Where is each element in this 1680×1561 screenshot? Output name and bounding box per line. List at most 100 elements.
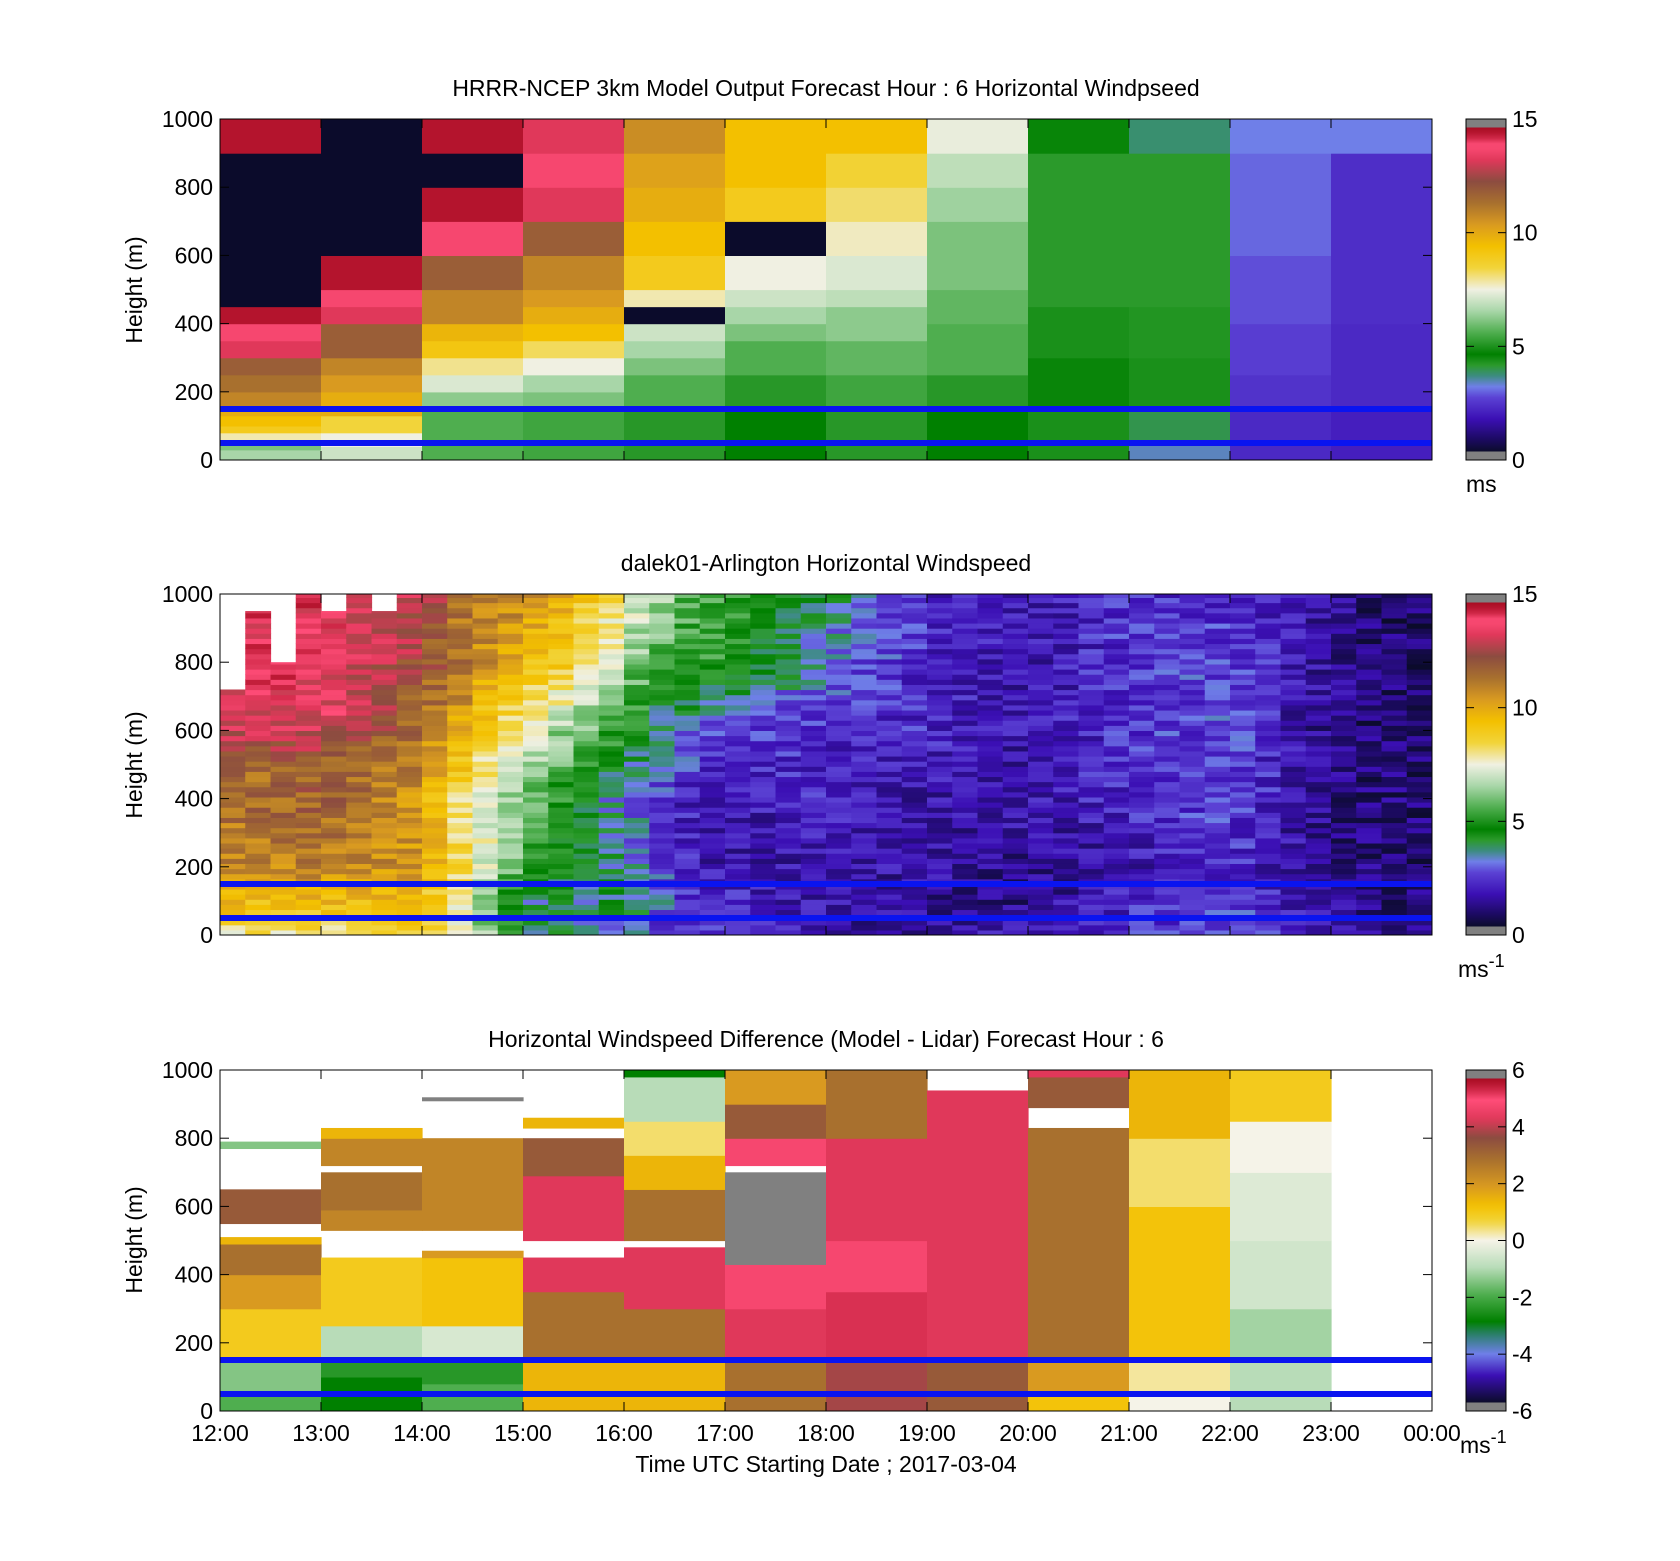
heatmap-cell [699, 720, 726, 726]
heatmap-cell [1406, 842, 1432, 849]
heatmap-cell [927, 617, 953, 624]
heatmap-cell [725, 827, 751, 834]
heatmap-cell [371, 807, 398, 813]
heatmap-cell [1230, 817, 1256, 824]
heatmap-cell [1053, 730, 1080, 737]
heatmap-cell [977, 730, 1004, 737]
heatmap-cell [371, 888, 398, 895]
heatmap-cell [1331, 842, 1357, 849]
heatmap-cell [851, 837, 878, 844]
heatmap-cell [497, 766, 524, 772]
heatmap-cell [775, 929, 802, 935]
heatmap-cell [775, 633, 802, 639]
heatmap-cell [725, 720, 751, 726]
heatmap-cell [851, 904, 878, 911]
heatmap-cell [245, 909, 272, 916]
heatmap-cell [220, 709, 246, 716]
heatmap-cell [977, 674, 1004, 680]
heatmap-cell [1331, 894, 1357, 900]
heatmap-cell [699, 715, 726, 721]
heatmap-cell [1103, 622, 1130, 629]
heatmap-cell [1154, 597, 1181, 604]
heatmap-cell [1103, 720, 1130, 726]
heatmap-cell [573, 648, 600, 655]
heatmap-cell [1331, 709, 1357, 716]
heatmap-cell [270, 689, 297, 696]
heatmap-cell [321, 802, 347, 808]
heatmap-cell [800, 594, 827, 599]
heatmap-cell [1406, 888, 1432, 895]
heatmap-cell [1331, 929, 1357, 935]
heatmap-cell [1179, 761, 1206, 767]
heatmap-cell [1028, 909, 1054, 916]
heatmap-cell [422, 817, 448, 824]
heatmap-cell [1103, 689, 1130, 696]
heatmap-cell [1154, 720, 1181, 726]
heatmap-cell [800, 597, 827, 604]
heatmap-cell [523, 848, 549, 854]
heatmap-cell [371, 904, 398, 911]
heatmap-cell [548, 684, 575, 691]
heatmap-cell [674, 597, 701, 604]
heatmap-cell [1129, 766, 1155, 772]
heatmap-cell [977, 848, 1004, 854]
heatmap-cell [649, 909, 676, 916]
heatmap-cell [1331, 904, 1357, 911]
heatmap-cell [927, 663, 953, 670]
heatmap-cell [472, 853, 499, 859]
heatmap-cell [472, 597, 499, 604]
heatmap-cell [649, 679, 676, 685]
heatmap-cell [1154, 663, 1181, 670]
heatmap-cell [346, 735, 373, 742]
heatmap-cell [295, 622, 322, 629]
heatmap-cell [548, 607, 575, 614]
heatmap-cell [750, 853, 777, 859]
heatmap-cell [573, 597, 600, 604]
heatmap-cell [1103, 633, 1130, 639]
heatmap-cell [725, 894, 751, 900]
heatmap-cell [699, 776, 726, 783]
heatmap-cell [447, 781, 474, 788]
heatmap-cell [1204, 827, 1231, 834]
heatmap-cell [927, 720, 953, 726]
heatmap-cell [321, 894, 347, 900]
heatmap-cell [497, 689, 524, 696]
heatmap-cell [1381, 735, 1408, 742]
heatmap-cell [422, 904, 448, 911]
heatmap-cell [598, 735, 625, 742]
colorbar-tick-label: 10 [1512, 220, 1538, 246]
colorbar-tick-label: 15 [1512, 106, 1538, 132]
heatmap-cell [422, 766, 448, 772]
heatmap-cell [396, 802, 423, 808]
heatmap-cell [901, 653, 928, 660]
heatmap-cell [1381, 612, 1408, 619]
heatmap-cell [1103, 919, 1130, 926]
heatmap-cell [321, 837, 347, 844]
heatmap-cell [1053, 745, 1080, 752]
heatmap-cell [447, 796, 474, 803]
x-tick-label: 12:00 [191, 1420, 249, 1446]
heatmap-cell [800, 720, 827, 726]
heatmap-cell [725, 899, 751, 905]
heatmap-cell [674, 919, 701, 926]
heatmap-cell [371, 750, 398, 757]
heatmap-cell [1305, 802, 1332, 808]
heatmap-cell [927, 694, 953, 701]
heatmap-cell [598, 689, 625, 696]
heatmap-cell [952, 848, 979, 854]
panel-model-ylabel: Height (m) [121, 236, 147, 343]
heatmap-cell [725, 323, 827, 342]
heatmap-cell [725, 187, 827, 222]
heatmap-cell [1280, 863, 1307, 870]
heatmap-cell [1305, 715, 1332, 721]
heatmap-cell [901, 597, 928, 604]
heatmap-cell [674, 663, 701, 670]
heatmap-cell [1129, 628, 1155, 634]
heatmap-cell [497, 694, 524, 701]
heatmap-cell [371, 628, 398, 634]
heatmap-cell [321, 715, 347, 721]
heatmap-cell [422, 694, 448, 701]
heatmap-cell [927, 594, 953, 599]
heatmap-cell [1356, 822, 1383, 829]
heatmap-cell [220, 391, 322, 407]
